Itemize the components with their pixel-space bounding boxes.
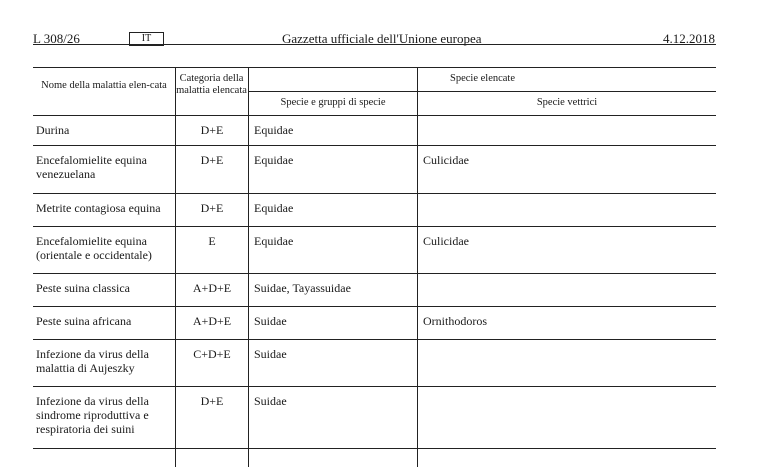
row-disease-name: Encefalomielite equina venezuelana: [36, 153, 147, 181]
row-species: Equidae: [254, 153, 294, 167]
row-disease-name: Peste suina classica: [36, 281, 130, 295]
column-divider: [175, 67, 176, 467]
row-species: Equidae: [254, 123, 294, 137]
row-rule: [33, 339, 716, 340]
col-header-species: Specie elencate: [450, 73, 515, 84]
column-divider: [417, 67, 418, 467]
journal-title: Gazzetta ufficiale dell'Unione europea: [282, 31, 482, 46]
row-category: A+D+E: [192, 314, 232, 328]
col-header-vectors: Specie vettrici: [536, 97, 598, 108]
row-vectors: Culicidae: [423, 234, 469, 248]
page-number: L 308/26: [33, 31, 80, 46]
row-rule: [33, 193, 716, 194]
row-disease-name: Peste suina africana: [36, 314, 132, 328]
row-disease-name: Infezione da virus della sindrome riprod…: [36, 394, 149, 436]
row-species: Suidae: [254, 347, 287, 361]
row-rule: [33, 448, 716, 449]
column-divider: [248, 67, 249, 467]
row-rule: [33, 115, 716, 116]
row-rule: [33, 226, 716, 227]
row-rule: [33, 386, 716, 387]
column-divider: [248, 67, 249, 91]
row-disease-name: Durina: [36, 123, 70, 137]
header-rule: [33, 44, 716, 45]
row-disease-name: Encefalomielite equina (orientale e occi…: [36, 234, 152, 262]
row-species: Equidae: [254, 201, 294, 215]
row-category: D+E: [200, 123, 224, 137]
row-species: Suidae: [254, 394, 287, 408]
row-rule: [33, 306, 716, 307]
publication-date: 4.12.2018: [663, 31, 715, 46]
row-rule: [33, 145, 716, 146]
row-category: E: [208, 234, 216, 248]
col-header-category: Categoria della malattia elencata: [176, 73, 247, 96]
row-category: D+E: [200, 201, 224, 215]
row-disease-name: Infezione da virus della malattia di Auj…: [36, 347, 149, 375]
row-disease-name: Metrite contagiosa equina: [36, 201, 161, 215]
row-species: Suidae: [254, 314, 287, 328]
row-category: D+E: [200, 394, 224, 408]
row-category: D+E: [200, 153, 224, 167]
header-sub-rule: [248, 91, 716, 92]
row-category: C+D+E: [193, 347, 231, 361]
row-rule: [33, 273, 716, 274]
col-header-name: Nome della malattia elen-cata: [41, 80, 167, 91]
row-category: A+D+E: [192, 281, 232, 295]
col-header-species-groups: Specie e gruppi di specie: [280, 97, 386, 108]
table-top-rule: [33, 67, 716, 68]
row-vectors: Ornithodoros: [423, 314, 487, 328]
row-species: Suidae, Tayassuidae: [254, 281, 351, 295]
row-vectors: Culicidae: [423, 153, 469, 167]
row-species: Equidae: [254, 234, 294, 248]
language-badge: IT: [129, 32, 164, 46]
